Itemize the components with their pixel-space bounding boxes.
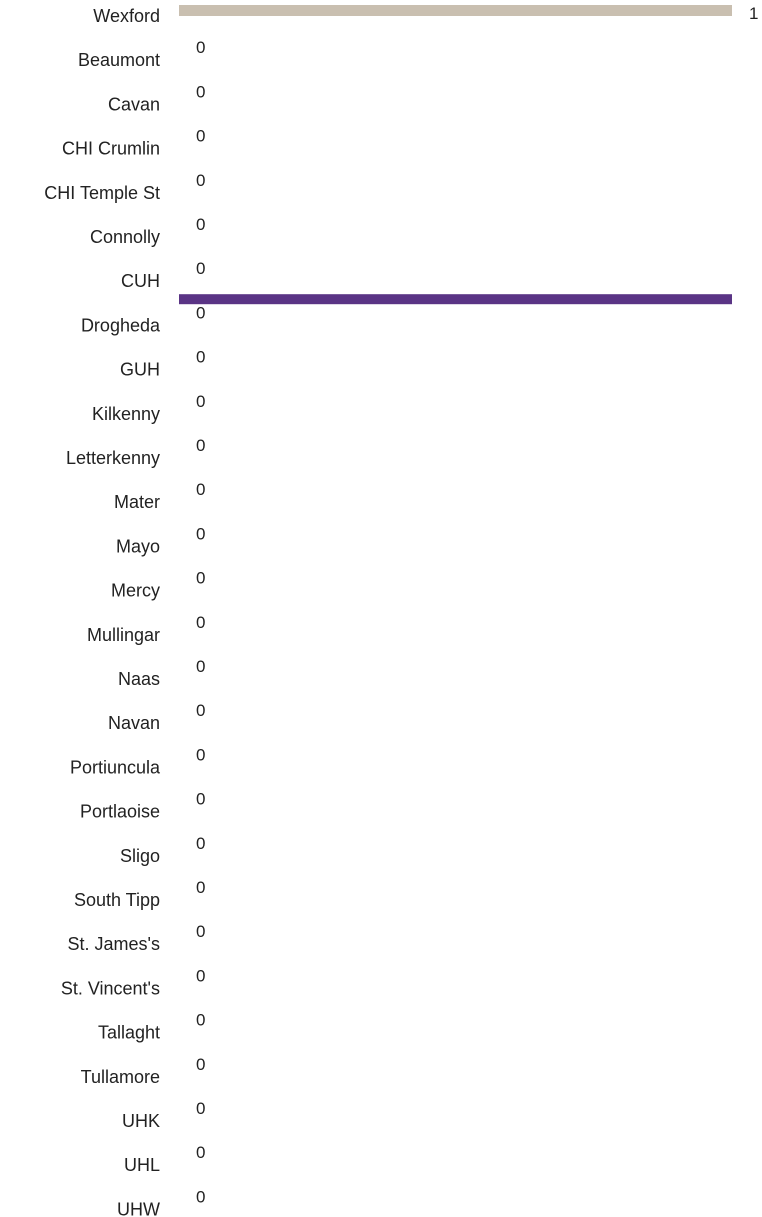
value-label-mercy: 0	[196, 569, 205, 588]
category-label-mullingar: Mullingar	[87, 625, 160, 645]
value-label-uhw: 0	[196, 1187, 205, 1206]
category-label-beaumont: Beaumont	[78, 50, 160, 70]
category-label-cuh: CUH	[121, 271, 160, 291]
value-label-mullingar: 0	[196, 613, 205, 632]
category-label-sligo: Sligo	[120, 846, 160, 866]
category-label-connolly: Connolly	[90, 227, 160, 247]
category-label-navan: Navan	[108, 713, 160, 733]
value-label-st-james-s: 0	[196, 922, 205, 941]
value-label-sligo: 0	[196, 834, 205, 853]
category-labels: Wexford Beaumont Cavan CHI Crumlin CHI Templ…	[44, 6, 161, 1217]
reference-layer	[179, 294, 732, 305]
category-label-mercy: Mercy	[111, 581, 160, 601]
value-label-cavan: 0	[196, 82, 205, 101]
category-label-portlaoise: Portlaoise	[80, 802, 160, 822]
value-labels: 1 0 0 0 0 0 0 0 0 0 0 0 0 0 0 0 0 0 0 0 0 0 0 0 0 0 0 0	[196, 4, 758, 1206]
category-label-tullamore: Tullamore	[81, 1067, 160, 1087]
value-label-navan: 0	[196, 701, 205, 720]
bar-wexford	[179, 5, 732, 16]
value-label-kilkenny: 0	[196, 392, 205, 411]
value-label-chi-crumlin: 0	[196, 127, 205, 146]
value-label-tullamore: 0	[196, 1055, 205, 1074]
category-label-wexford: Wexford	[93, 6, 160, 26]
category-label-kilkenny: Kilkenny	[92, 404, 160, 424]
value-label-mater: 0	[196, 480, 205, 499]
value-label-portlaoise: 0	[196, 790, 205, 809]
category-label-tallaght: Tallaght	[98, 1023, 160, 1043]
category-label-south-tipp: South Tipp	[74, 890, 160, 910]
value-label-st-vincent-s: 0	[196, 966, 205, 985]
value-label-letterkenny: 0	[196, 436, 205, 455]
category-label-mayo: Mayo	[116, 536, 160, 556]
reference-line	[179, 294, 732, 305]
category-label-portiuncula: Portiuncula	[70, 757, 161, 777]
value-label-wexford: 1	[749, 4, 758, 23]
category-label-chi-crumlin: CHI Crumlin	[62, 139, 160, 159]
value-label-chi-temple-st: 0	[196, 171, 205, 190]
category-label-chi-temple-st: CHI Temple St	[44, 183, 160, 203]
category-label-st-vincent-s: St. Vincent's	[61, 978, 160, 998]
value-label-mayo: 0	[196, 524, 205, 543]
value-label-naas: 0	[196, 657, 205, 676]
category-label-letterkenny: Letterkenny	[66, 448, 160, 468]
category-label-mater: Mater	[114, 492, 160, 512]
category-label-guh: GUH	[120, 360, 160, 380]
value-label-drogheda: 0	[196, 303, 205, 322]
value-label-tallaght: 0	[196, 1011, 205, 1030]
value-label-guh: 0	[196, 348, 205, 367]
bars	[179, 5, 732, 16]
value-label-connolly: 0	[196, 215, 205, 234]
category-label-uhw: UHW	[117, 1199, 160, 1217]
value-label-beaumont: 0	[196, 38, 205, 57]
category-label-uhk: UHK	[122, 1111, 160, 1131]
value-label-uhk: 0	[196, 1099, 205, 1118]
category-label-uhl: UHL	[124, 1155, 160, 1175]
category-label-drogheda: Drogheda	[81, 315, 161, 335]
value-label-portiuncula: 0	[196, 745, 205, 764]
category-label-st-james-s: St. James's	[68, 934, 160, 954]
value-label-south-tipp: 0	[196, 878, 205, 897]
category-label-naas: Naas	[118, 669, 160, 689]
value-label-cuh: 0	[196, 259, 205, 278]
value-label-uhl: 0	[196, 1143, 205, 1162]
category-label-cavan: Cavan	[108, 94, 160, 114]
